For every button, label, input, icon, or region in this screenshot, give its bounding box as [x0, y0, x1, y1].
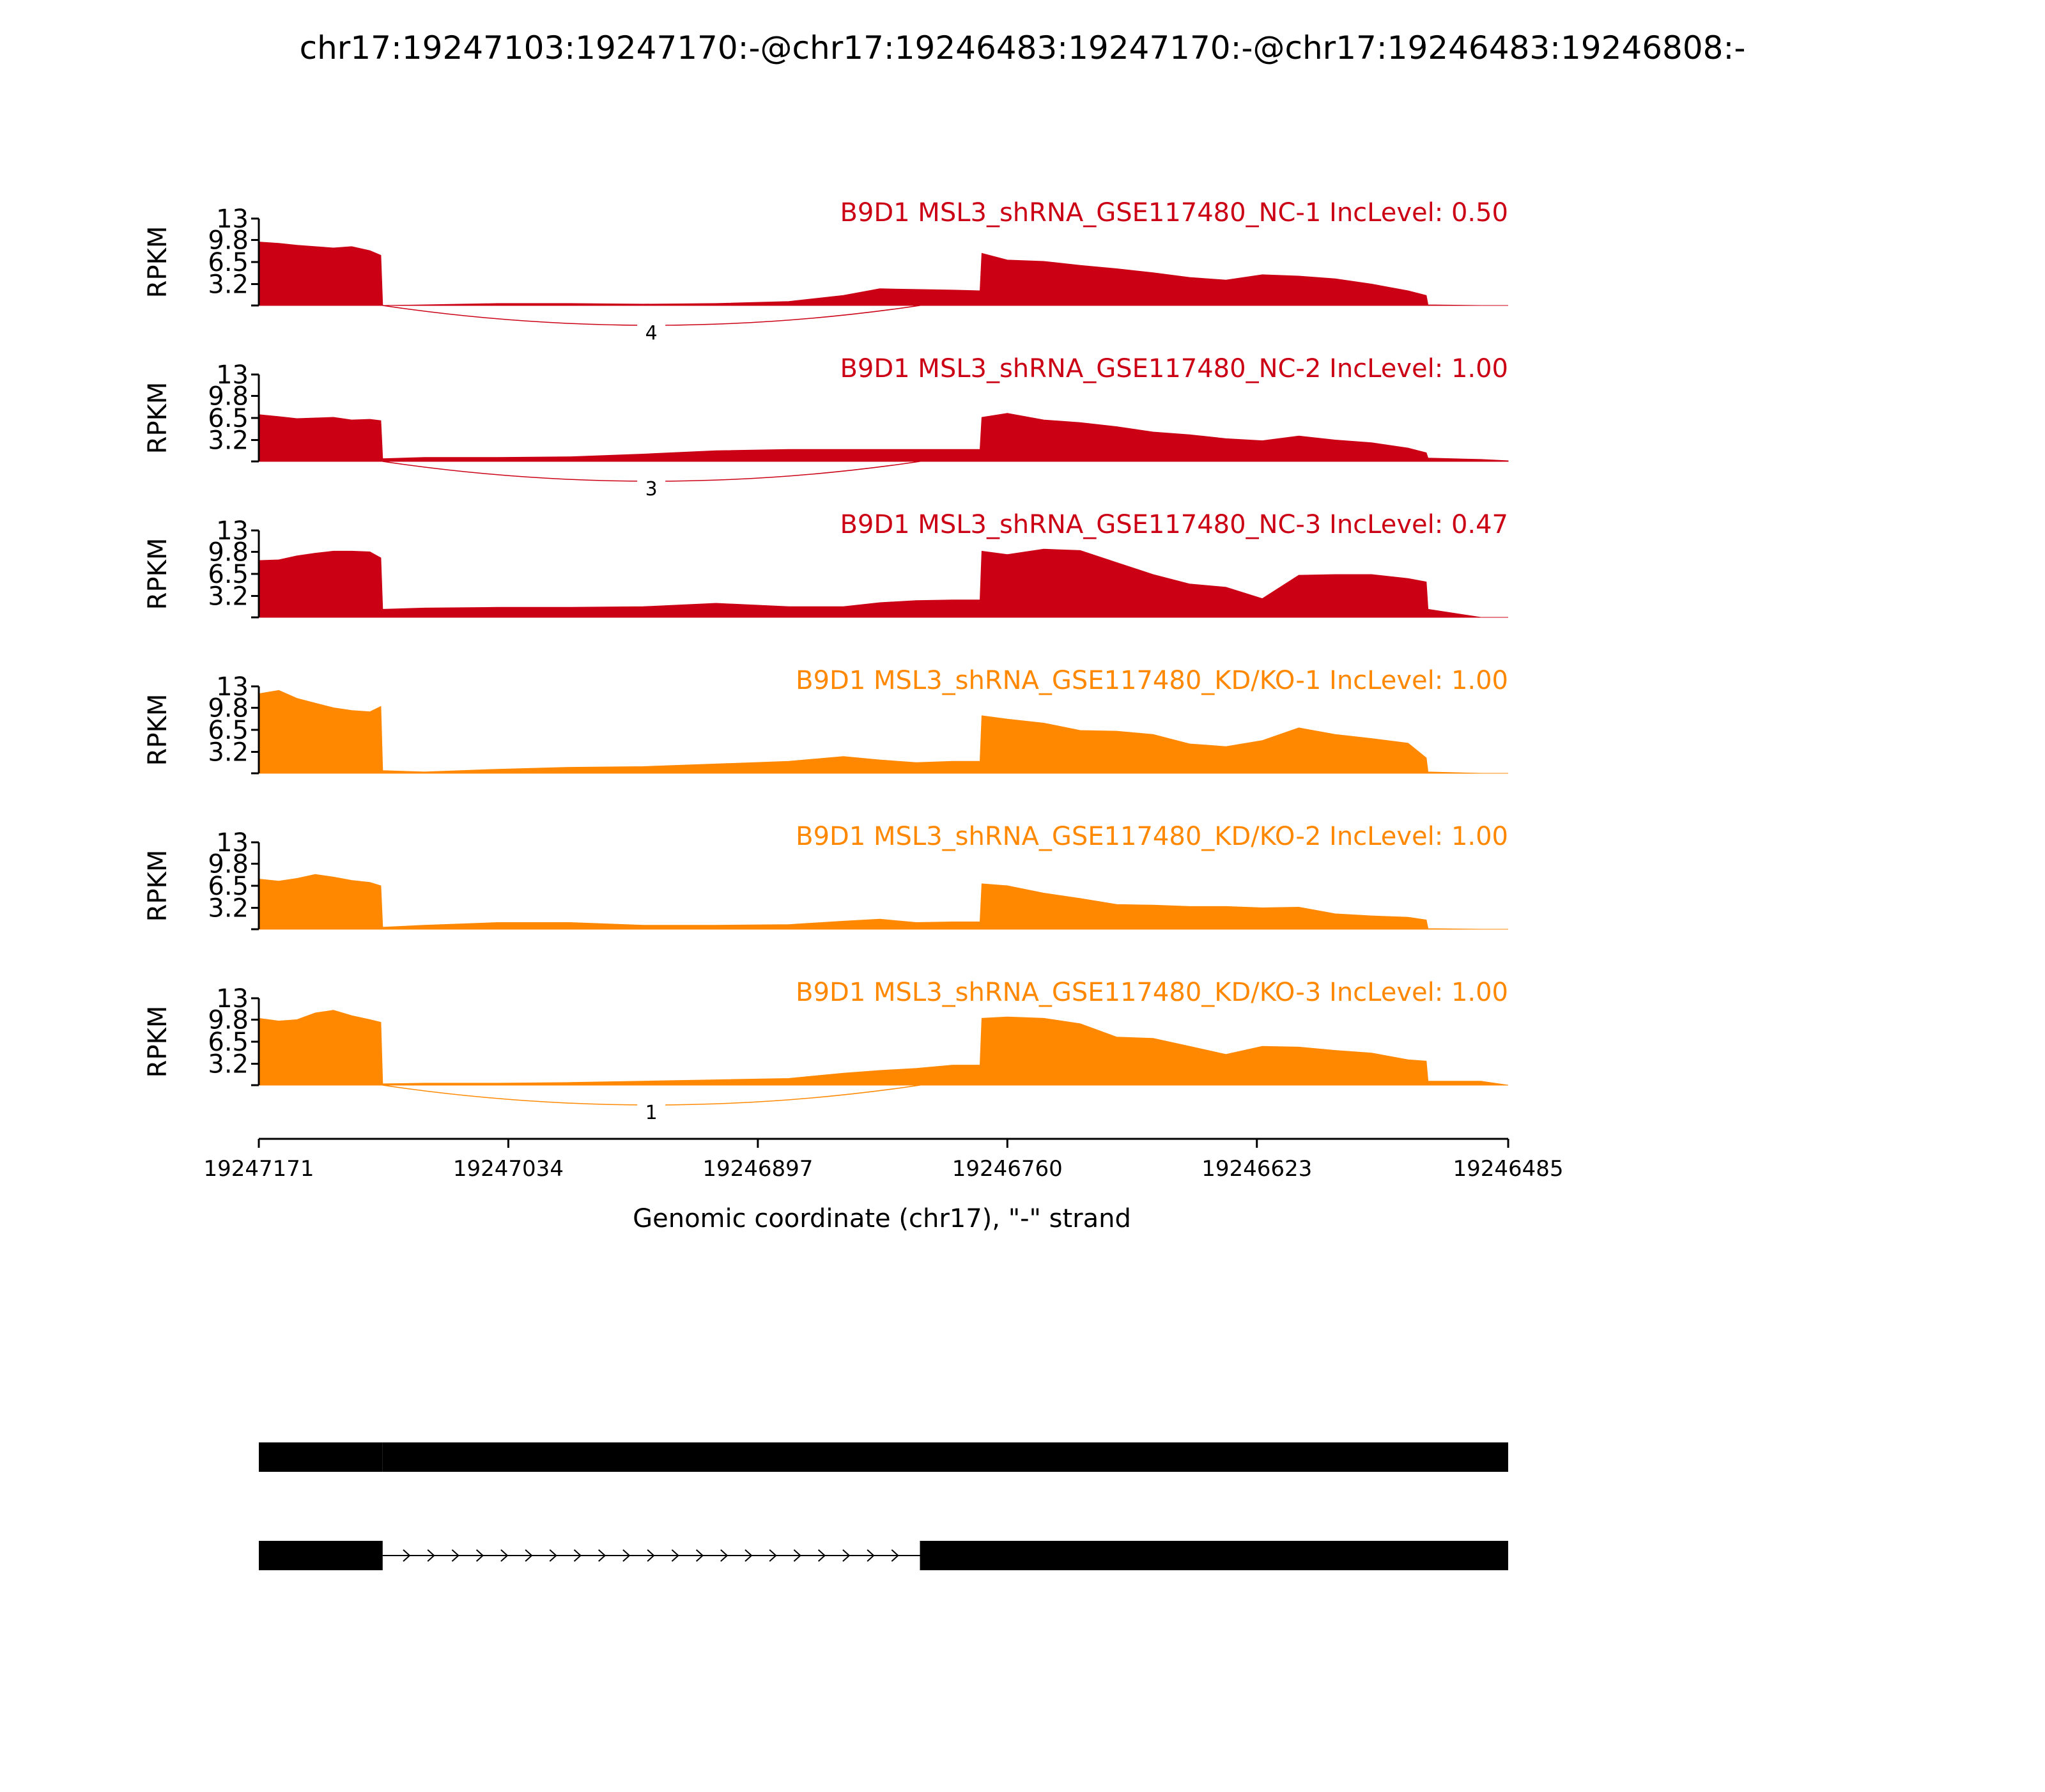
coverage-track: 3.26.59.813 RPKM B9D1 MSL3_shRNA_GSE117480… — [143, 198, 1508, 344]
y-tick-label: 3.2 — [208, 1050, 249, 1079]
coverage-track: 3.26.59.813 RPKM B9D1 MSL3_shRNA_GSE117480… — [143, 666, 1508, 775]
y-tick-label: 13 — [216, 828, 249, 858]
y-axis-label: RPKM — [143, 850, 173, 922]
coverage-area — [258, 874, 1508, 930]
chart-title: chr17:19247103:19247170:-@chr17:19246483… — [300, 29, 1746, 66]
x-tick-label: 19246623 — [1201, 1156, 1312, 1182]
x-tick-label: 19246485 — [1453, 1156, 1563, 1182]
y-tick-label: 13 — [216, 984, 249, 1014]
y-tick-label: 9.8 — [208, 382, 249, 411]
isoform-track — [259, 1541, 1508, 1570]
x-axis: 19247171 19247034 19246897 19246760 19246623… — [203, 1138, 1564, 1182]
strand-arrow — [891, 1549, 899, 1562]
y-tick-label: 13 — [216, 205, 249, 234]
x-tick-label: 19247171 — [203, 1156, 314, 1182]
y-tick-label: 9.8 — [208, 849, 249, 879]
strand-arrow — [745, 1549, 753, 1562]
coverage-track: 3.26.59.813 RPKM B9D1 MSL3_shRNA_GSE117480… — [143, 822, 1508, 931]
y-tick-label: 9.8 — [208, 537, 249, 567]
y-tick-label: 6.5 — [208, 248, 249, 277]
y-tick-label: 6.5 — [208, 872, 249, 901]
exon-block — [259, 1541, 383, 1570]
strand-arrow — [720, 1549, 729, 1562]
y-axis-label: RPKM — [143, 226, 173, 298]
strand-arrow — [500, 1549, 509, 1562]
isoform-track — [259, 1442, 1508, 1472]
sample-label: B9D1 MSL3_shRNA_GSE117480_NC-2 IncLevel:… — [840, 354, 1508, 383]
y-tick-label: 3.2 — [208, 270, 249, 300]
strand-arrow — [817, 1549, 826, 1562]
coverage-area — [258, 413, 1509, 462]
strand-arrow — [573, 1549, 582, 1562]
strand-arrow — [622, 1549, 631, 1562]
x-tick-label: 19246897 — [702, 1156, 813, 1182]
y-tick-label: 3.2 — [208, 738, 249, 768]
strand-arrow — [403, 1549, 411, 1562]
junction-count-box — [637, 321, 666, 344]
strand-arrow — [598, 1549, 606, 1562]
strand-arrow — [647, 1549, 655, 1562]
y-axis-label: RPKM — [143, 538, 173, 610]
coverage-track: 3.26.59.813 RPKM B9D1 MSL3_shRNA_GSE117480… — [143, 354, 1509, 500]
y-tick-label: 13 — [216, 672, 249, 702]
y-tick-label: 3.2 — [208, 426, 249, 456]
y-tick-label: 6.5 — [208, 716, 249, 745]
gene-model — [259, 1442, 1508, 1570]
exon-block — [920, 1442, 1508, 1472]
y-axis-label: RPKM — [143, 694, 173, 766]
strand-arrow — [867, 1549, 875, 1562]
x-tick-label: 19246760 — [952, 1156, 1063, 1182]
y-tick-label: 6.5 — [208, 404, 249, 433]
strand-arrow — [475, 1549, 484, 1562]
strand-arrow — [549, 1549, 557, 1562]
sample-label: B9D1 MSL3_shRNA_GSE117480_KD/KO-1 IncLev… — [796, 666, 1508, 695]
x-tick-label: 19247034 — [453, 1156, 564, 1182]
coverage-area — [258, 690, 1508, 774]
coverage-area — [258, 1010, 1509, 1086]
y-tick-label: 13 — [216, 360, 249, 390]
coverage-track: 3.26.59.813 RPKM B9D1 MSL3_shRNA_GSE117480… — [143, 510, 1508, 619]
exon-block — [920, 1541, 1508, 1570]
junction-count-box — [637, 1101, 666, 1124]
y-tick-label: 9.8 — [208, 1005, 249, 1035]
y-tick-label: 6.5 — [208, 1028, 249, 1057]
strand-arrow — [793, 1549, 801, 1562]
y-axis-label: RPKM — [143, 1006, 173, 1078]
coverage-track: 3.26.59.813 RPKM B9D1 MSL3_shRNA_GSE117480… — [143, 978, 1509, 1124]
strand-arrow — [671, 1549, 679, 1562]
exon-block — [259, 1442, 383, 1472]
y-tick-label: 13 — [216, 516, 249, 546]
sample-label: B9D1 MSL3_shRNA_GSE117480_KD/KO-3 IncLev… — [796, 978, 1508, 1007]
sample-label: B9D1 MSL3_shRNA_GSE117480_NC-1 IncLevel:… — [840, 198, 1508, 228]
strand-arrow — [451, 1549, 459, 1562]
coverage-area — [258, 548, 1508, 618]
sample-label: B9D1 MSL3_shRNA_GSE117480_KD/KO-2 IncLev… — [796, 822, 1508, 851]
junction-count: 1 — [645, 1102, 658, 1124]
y-axis-label: RPKM — [143, 382, 173, 454]
strand-arrow — [842, 1549, 851, 1562]
sample-label: B9D1 MSL3_shRNA_GSE117480_NC-3 IncLevel:… — [840, 510, 1508, 539]
strand-arrow — [769, 1549, 777, 1562]
junction-count: 3 — [645, 478, 658, 500]
junction-count-box — [637, 477, 666, 500]
junction-count: 4 — [645, 322, 658, 344]
y-tick-label: 9.8 — [208, 226, 249, 255]
strand-arrow — [427, 1549, 435, 1562]
y-tick-label: 9.8 — [208, 693, 249, 723]
strand-arrow — [695, 1549, 704, 1562]
y-tick-label: 6.5 — [208, 560, 249, 589]
x-axis-label: Genomic coordinate (chr17), "-" strand — [633, 1204, 1131, 1233]
y-tick-label: 3.2 — [208, 582, 249, 612]
coverage-area — [258, 242, 1508, 306]
y-tick-label: 3.2 — [208, 894, 249, 923]
exon-block — [382, 1442, 920, 1472]
strand-arrow — [525, 1549, 533, 1562]
